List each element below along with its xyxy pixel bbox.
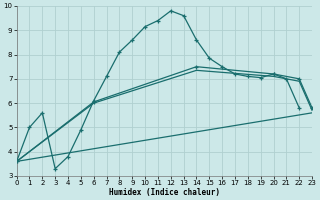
X-axis label: Humidex (Indice chaleur): Humidex (Indice chaleur) (109, 188, 220, 197)
